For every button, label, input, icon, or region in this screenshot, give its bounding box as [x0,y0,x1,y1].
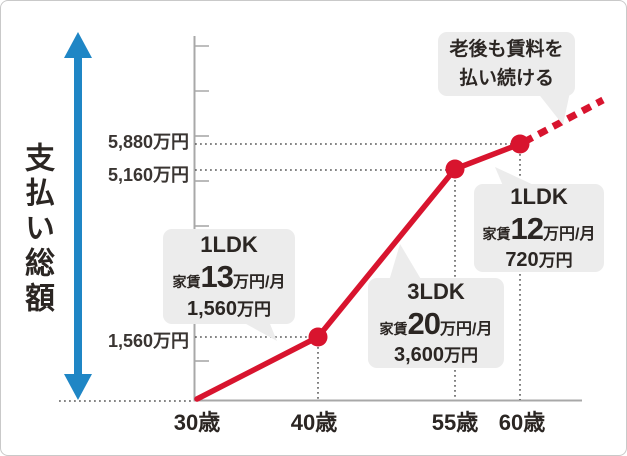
total-unit: 万円 [444,346,479,366]
rent-label: 家賃 [379,320,408,337]
tail-callout-oldage [537,92,570,125]
x-label-30: 30歳 [173,410,221,435]
callout-age60: 1LDK 家賃 12 万円/月 720万円 [474,184,604,272]
y-axis-title: 支払い総額 [20,142,53,317]
data-point-age60 [510,134,530,154]
total-value: 3,600 [393,344,445,367]
callout-age60-total: 720万円 [505,249,572,272]
callout-age60-rent: 家賃 12 万円/月 [483,211,596,247]
payment-total-line [194,141,523,402]
callout-age60-title: 1LDK [510,183,568,209]
tail-callout-age40 [237,319,277,341]
rent-unit: 万円/月 [543,225,596,243]
rent-value: 20 [407,305,441,341]
total-payment-arrow [64,32,92,400]
rent-unit: 万円/月 [440,320,493,338]
data-point-age55 [445,159,465,179]
total-unit: 万円 [237,299,272,319]
callout-age55-total: 3,600万円 [394,344,478,367]
callout-age55-rent: 家賃 20 万円/月 [380,306,493,342]
y-label-5160: 5,160万円 [107,165,189,185]
callout-age40-rent: 家賃 13 万円/月 [173,259,286,295]
y-label-5880: 5,880万円 [107,132,189,152]
callout-age55: 3LDK 家賃 20 万円/月 3,600万円 [368,278,504,368]
rent-value: 12 [510,210,544,246]
rent-label: 家賃 [172,274,201,291]
rent-value: 13 [200,259,234,295]
total-value: 720 [505,249,539,272]
tail-callout-age55 [389,244,422,281]
callout-oldage: 老後も賃料を 払い続ける [438,32,575,96]
x-label-55: 55歳 [431,410,479,435]
x-label-40: 40歳 [290,410,338,435]
total-unit: 万円 [538,251,573,271]
rent-label: 家賃 [482,225,511,242]
rent-unit: 万円/月 [233,274,286,292]
callout-age55-title: 3LDK [407,278,465,304]
callout-oldage-line1: 老後も賃料を [449,38,564,60]
x-label-60: 60歳 [498,410,546,435]
projection-dashed-line [522,96,605,146]
callout-age40-total: 1,560万円 [187,298,271,321]
callout-age40-title: 1LDK [200,232,258,258]
callout-age40: 1LDK 家賃 13 万円/月 1,560万円 [163,229,295,324]
data-point-age40 [308,327,328,347]
arrow-up-icon [64,32,92,58]
arrow-down-icon [64,374,92,400]
y-label-1560: 1,560万円 [107,331,189,351]
callout-oldage-line2: 払い続ける [458,68,554,89]
total-value: 1,560 [186,297,238,320]
